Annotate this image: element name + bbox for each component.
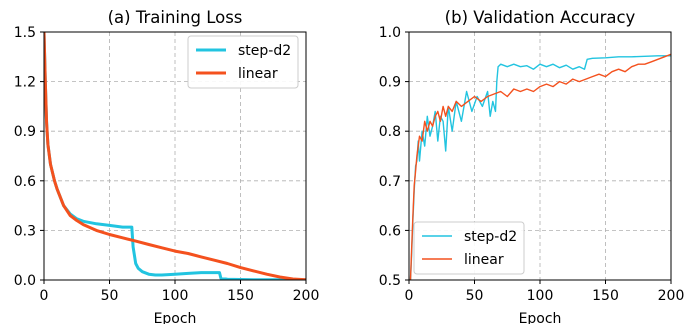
x-tick-label: 50 bbox=[101, 288, 119, 304]
series-line-linear bbox=[44, 32, 306, 280]
y-tick-label: 0.9 bbox=[14, 124, 36, 140]
series-line-step-d2 bbox=[409, 55, 671, 280]
x-tick-label: 200 bbox=[658, 288, 685, 304]
legend-label: step-d2 bbox=[238, 43, 291, 59]
x-tick-label: 0 bbox=[405, 288, 414, 304]
y-tick-label: 0.7 bbox=[379, 174, 401, 190]
y-tick-label: 0.6 bbox=[379, 223, 401, 239]
x-tick-label: 150 bbox=[592, 288, 619, 304]
y-tick-label: 1.5 bbox=[14, 25, 36, 41]
y-tick-label: 0.0 bbox=[14, 273, 36, 289]
y-tick-label: 0.5 bbox=[379, 273, 401, 289]
chart-title: (a) Training Loss bbox=[108, 8, 243, 27]
x-axis-label: Epoch bbox=[519, 311, 562, 324]
y-tick-label: 0.8 bbox=[379, 124, 401, 140]
x-tick-label: 50 bbox=[466, 288, 484, 304]
x-tick-label: 100 bbox=[162, 288, 189, 304]
chart-title: (b) Validation Accuracy bbox=[445, 8, 636, 27]
y-tick-label: 1.0 bbox=[379, 25, 401, 41]
y-tick-label: 1.2 bbox=[14, 75, 36, 91]
x-tick-label: 150 bbox=[227, 288, 254, 304]
x-tick-label: 0 bbox=[40, 288, 49, 304]
series-group bbox=[409, 53, 671, 280]
y-tick-label: 0.6 bbox=[14, 174, 36, 190]
legend-box bbox=[413, 221, 525, 275]
x-tick-label: 100 bbox=[527, 288, 554, 304]
y-tick-label: 0.9 bbox=[379, 75, 401, 91]
x-axis-label: Epoch bbox=[154, 311, 197, 324]
series-line-linear bbox=[409, 53, 671, 280]
x-tick-label: 200 bbox=[293, 288, 320, 304]
legend: step-d2 linear bbox=[187, 35, 299, 89]
legend-label: linear bbox=[238, 66, 278, 82]
legend: step-d2 linear bbox=[413, 221, 525, 275]
chart-panel-2: 0 50 100 150 200 0.5 0.6 0.7 0.8 0.9 1.0 (b) Valida… bbox=[379, 8, 685, 324]
y-tick-label: 0.3 bbox=[14, 223, 36, 239]
series-group bbox=[44, 32, 306, 280]
legend-label: step-d2 bbox=[464, 229, 517, 245]
legend-label: linear bbox=[464, 252, 504, 268]
chart-panel-1: 0 50 100 150 200 0.0 0.3 0.6 0.9 1.2 1.5 (a) Traini… bbox=[14, 8, 320, 324]
